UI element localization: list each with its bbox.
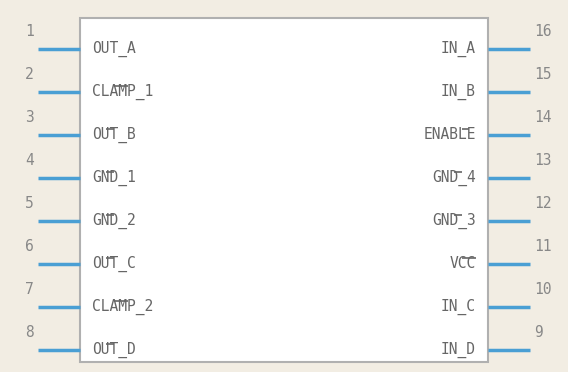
Text: 1: 1 <box>25 24 34 39</box>
Text: 10: 10 <box>534 282 552 297</box>
Text: 12: 12 <box>534 196 552 211</box>
Text: OUT_D: OUT_D <box>92 342 136 358</box>
Text: OUT_C: OUT_C <box>92 256 136 272</box>
Text: OUT_A: OUT_A <box>92 41 136 57</box>
Text: 15: 15 <box>534 67 552 82</box>
Text: IN_C: IN_C <box>441 299 476 315</box>
Text: ENABLE: ENABLE <box>424 128 476 142</box>
Text: 14: 14 <box>534 110 552 125</box>
Text: 16: 16 <box>534 24 552 39</box>
Text: IN_D: IN_D <box>441 342 476 358</box>
Text: GND_3: GND_3 <box>432 213 476 229</box>
Text: 2: 2 <box>25 67 34 82</box>
Text: 4: 4 <box>25 153 34 168</box>
Text: VCC: VCC <box>450 256 476 272</box>
Text: GND_4: GND_4 <box>432 170 476 186</box>
Text: IN_B: IN_B <box>441 84 476 100</box>
Text: 11: 11 <box>534 239 552 254</box>
Text: CLAMP_1: CLAMP_1 <box>92 84 153 100</box>
Text: 8: 8 <box>25 325 34 340</box>
Bar <box>80 18 488 362</box>
Text: 5: 5 <box>25 196 34 211</box>
Text: 6: 6 <box>25 239 34 254</box>
Text: GND_1: GND_1 <box>92 170 136 186</box>
Text: OUT_B: OUT_B <box>92 127 136 143</box>
Text: CLAMP_2: CLAMP_2 <box>92 299 153 315</box>
Text: 9: 9 <box>534 325 543 340</box>
Text: 3: 3 <box>25 110 34 125</box>
Text: GND_2: GND_2 <box>92 213 136 229</box>
Text: IN_A: IN_A <box>441 41 476 57</box>
Text: 7: 7 <box>25 282 34 297</box>
Text: 13: 13 <box>534 153 552 168</box>
